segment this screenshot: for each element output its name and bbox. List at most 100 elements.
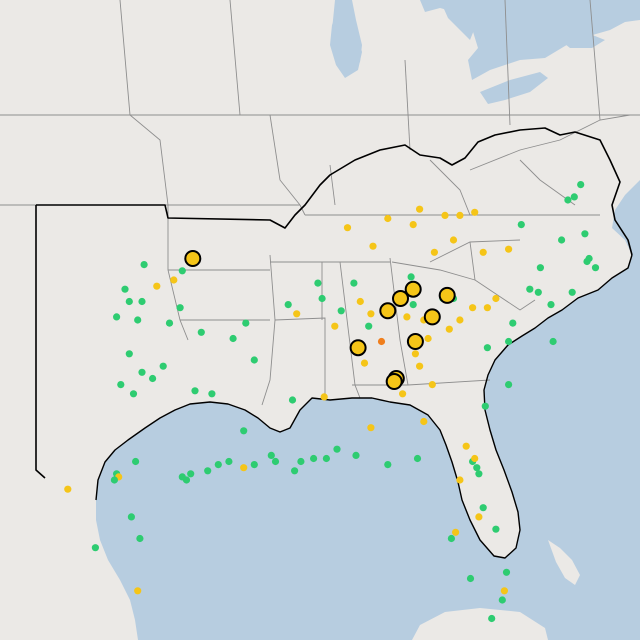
site-marker-good[interactable]: [483, 344, 491, 352]
site-marker-good[interactable]: [350, 279, 358, 287]
site-marker-good[interactable]: [271, 457, 280, 466]
site-marker-moderate[interactable]: [170, 276, 178, 284]
highlighted-site-marker[interactable]: [404, 280, 422, 298]
site-marker-good[interactable]: [138, 297, 146, 306]
site-marker-good[interactable]: [117, 381, 125, 389]
site-marker-good[interactable]: [136, 534, 144, 543]
site-marker-good[interactable]: [191, 387, 199, 395]
site-marker-good[interactable]: [113, 313, 121, 321]
site-marker-moderate[interactable]: [452, 528, 460, 536]
site-marker-good[interactable]: [365, 322, 373, 330]
site-marker-moderate[interactable]: [320, 393, 328, 401]
highlighted-site-marker[interactable]: [423, 308, 441, 326]
site-marker-moderate[interactable]: [356, 297, 364, 306]
site-marker-good[interactable]: [409, 301, 417, 309]
site-marker-good[interactable]: [534, 288, 542, 296]
highlighted-site-marker[interactable]: [184, 250, 202, 267]
site-marker-good[interactable]: [549, 337, 557, 346]
site-marker-moderate[interactable]: [331, 322, 339, 330]
site-marker-good[interactable]: [149, 374, 157, 383]
site-marker-good[interactable]: [242, 319, 250, 327]
highlighted-site-marker[interactable]: [385, 373, 403, 390]
highlighted-site-marker[interactable]: [349, 339, 367, 357]
site-marker-moderate[interactable]: [428, 381, 436, 389]
site-marker-good[interactable]: [288, 396, 297, 404]
site-marker-moderate[interactable]: [399, 390, 407, 398]
site-marker-good[interactable]: [110, 476, 118, 484]
site-marker-good[interactable]: [214, 461, 222, 469]
site-marker-good[interactable]: [473, 464, 481, 472]
site-marker-good[interactable]: [479, 504, 487, 512]
site-marker-good[interactable]: [536, 264, 545, 272]
site-marker-good[interactable]: [526, 285, 534, 293]
site-marker-good[interactable]: [498, 596, 506, 604]
site-marker-moderate[interactable]: [369, 242, 377, 250]
site-marker-moderate[interactable]: [441, 211, 449, 219]
site-marker-good[interactable]: [475, 470, 483, 478]
site-marker-moderate[interactable]: [367, 424, 375, 432]
site-marker-good[interactable]: [509, 319, 517, 327]
site-marker-good[interactable]: [182, 476, 191, 484]
site-marker-good[interactable]: [488, 614, 496, 623]
site-marker-good[interactable]: [125, 297, 133, 306]
site-marker-moderate[interactable]: [411, 350, 419, 358]
highlighted-site-marker[interactable]: [379, 302, 397, 320]
site-marker-good[interactable]: [564, 196, 572, 204]
site-marker-moderate[interactable]: [479, 248, 487, 256]
site-marker-good[interactable]: [284, 301, 292, 309]
site-marker-moderate[interactable]: [360, 359, 369, 367]
site-marker-good[interactable]: [91, 544, 99, 552]
site-marker-good[interactable]: [127, 513, 135, 521]
site-marker-good[interactable]: [310, 454, 318, 463]
site-marker-good[interactable]: [165, 319, 174, 327]
site-marker-moderate[interactable]: [456, 211, 464, 219]
site-marker-good[interactable]: [481, 402, 489, 410]
site-marker-moderate[interactable]: [475, 513, 483, 521]
site-marker-moderate[interactable]: [424, 334, 432, 343]
site-marker-moderate[interactable]: [483, 304, 491, 312]
site-marker-good[interactable]: [591, 264, 600, 272]
highlighted-site-marker[interactable]: [406, 333, 424, 350]
site-marker-moderate[interactable]: [134, 587, 142, 595]
site-marker-moderate[interactable]: [471, 454, 479, 463]
site-marker-moderate[interactable]: [462, 442, 470, 450]
site-marker-good[interactable]: [197, 328, 205, 336]
site-marker-moderate[interactable]: [430, 248, 438, 256]
site-marker-moderate[interactable]: [456, 476, 464, 484]
site-marker-good[interactable]: [140, 261, 148, 269]
site-marker-good[interactable]: [547, 301, 555, 309]
site-marker-moderate[interactable]: [445, 325, 453, 333]
site-marker-good[interactable]: [125, 350, 133, 358]
site-marker-good[interactable]: [581, 230, 589, 238]
site-marker-good[interactable]: [577, 181, 585, 189]
site-marker-good[interactable]: [337, 307, 345, 315]
site-marker-good[interactable]: [447, 534, 455, 543]
site-marker-good[interactable]: [121, 285, 129, 293]
site-marker-good[interactable]: [314, 279, 322, 287]
site-marker-good[interactable]: [466, 574, 475, 583]
site-marker-good[interactable]: [208, 390, 216, 398]
site-marker-moderate[interactable]: [505, 245, 513, 253]
site-marker-moderate[interactable]: [64, 485, 72, 493]
site-marker-good[interactable]: [229, 334, 237, 343]
site-marker-good[interactable]: [502, 568, 511, 576]
site-marker-good[interactable]: [407, 273, 415, 281]
site-marker-moderate[interactable]: [456, 316, 464, 324]
site-marker-good[interactable]: [568, 288, 576, 296]
site-marker-moderate[interactable]: [416, 362, 424, 370]
site-marker-moderate[interactable]: [420, 417, 428, 426]
site-marker-good[interactable]: [187, 470, 195, 478]
site-marker-good[interactable]: [291, 467, 299, 475]
site-marker-moderate[interactable]: [343, 224, 352, 232]
site-marker-moderate[interactable]: [293, 310, 301, 318]
highlighted-site-marker[interactable]: [438, 286, 456, 304]
site-marker-good[interactable]: [176, 304, 184, 312]
site-marker-good[interactable]: [570, 193, 578, 201]
site-marker-moderate[interactable]: [500, 587, 508, 595]
site-marker-good[interactable]: [267, 451, 275, 459]
site-marker-good[interactable]: [240, 427, 248, 435]
site-marker-good[interactable]: [558, 236, 566, 244]
site-marker-good[interactable]: [517, 221, 525, 229]
site-marker-moderate[interactable]: [409, 221, 417, 229]
